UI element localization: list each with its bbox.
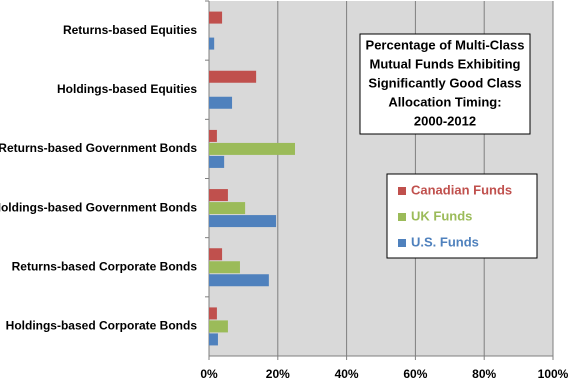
bar <box>209 189 228 202</box>
chart-title: 2000-2012 <box>414 113 476 128</box>
x-tick-label: 80% <box>472 367 496 381</box>
bar <box>209 333 218 346</box>
legend-label: U.S. Funds <box>411 234 479 249</box>
bar <box>209 261 240 274</box>
bar <box>209 11 223 24</box>
x-tick-label: 40% <box>335 367 359 381</box>
y-tick-label: Returns-based Government Bonds <box>0 141 197 155</box>
legend-label: UK Funds <box>411 208 472 223</box>
bar <box>209 37 215 50</box>
bar <box>209 320 228 333</box>
bar <box>209 215 277 228</box>
chart-title: Mutual Funds Exhibiting <box>370 56 521 71</box>
x-tick-label: 60% <box>403 367 427 381</box>
legend-label: Canadian Funds <box>411 182 512 197</box>
bar <box>209 274 269 287</box>
bar <box>209 142 295 155</box>
legend-swatch <box>398 187 406 195</box>
bar <box>209 155 225 168</box>
chart-title: Percentage of Multi-Class <box>366 37 525 52</box>
title-box <box>359 33 531 135</box>
bar <box>209 96 233 109</box>
y-tick-label: Holdings-based Government Bonds <box>0 200 197 214</box>
legend-swatch <box>398 213 406 221</box>
bar <box>209 307 217 320</box>
bar <box>209 202 246 215</box>
bar <box>209 70 257 83</box>
y-tick-label: Holdings-based Equities <box>57 82 197 96</box>
x-tick-label: 100% <box>538 367 569 381</box>
x-tick-label: 20% <box>266 367 290 381</box>
y-tick-label: Returns-based Corporate Bonds <box>12 259 198 273</box>
legend-swatch <box>398 239 406 247</box>
bar <box>209 248 223 261</box>
bar <box>209 129 217 142</box>
chart-title: Significantly Good Class <box>368 75 521 90</box>
y-tick-label: Holdings-based Corporate Bonds <box>6 319 198 333</box>
chart-title: Allocation Timing: <box>388 94 501 109</box>
y-tick-label: Returns-based Equities <box>63 23 197 37</box>
x-tick-label: 0% <box>200 367 218 381</box>
legend <box>386 173 538 259</box>
